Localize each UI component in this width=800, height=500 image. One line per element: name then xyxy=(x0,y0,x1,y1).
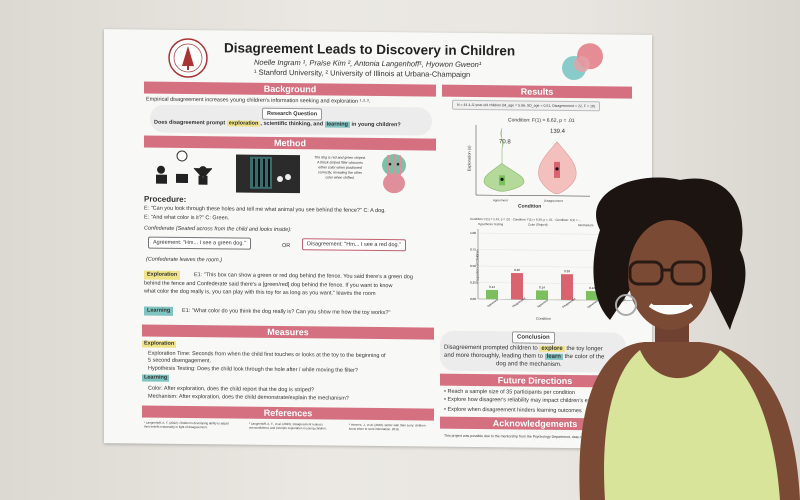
bar-agreement xyxy=(536,290,548,300)
bar-value-label: 0.39 xyxy=(564,269,570,273)
conclusion-label: Conclusion xyxy=(512,331,555,344)
reference-3: ³ Hermes, J., et al. (2016). Better safe… xyxy=(349,422,426,432)
research-question-label: Research Question xyxy=(262,107,323,121)
measures-header: Measures xyxy=(142,324,434,340)
exploration-tag: Exploration xyxy=(144,270,181,280)
procedure-heading: Procedure: xyxy=(144,194,187,204)
participants-figure xyxy=(156,150,212,185)
earring xyxy=(615,294,637,316)
disagreement-box: Disagreement: "Hm... I see a red dog." xyxy=(302,238,407,252)
bar-xlabel: Condition xyxy=(536,316,551,321)
reference-1: ¹ Langenhoff, A. F. (2022). Children's d… xyxy=(144,420,229,430)
smile xyxy=(648,303,694,315)
exploration-text-1: E1: "This box can show a green or red do… xyxy=(194,272,413,281)
procedure-line-1: E: "Can you look through these holes and… xyxy=(144,205,386,215)
sample-description: N = 44 4–5-year-old children (M_age = 5.… xyxy=(452,99,601,112)
reference-2: ² Langenhoff, A. F., et al. (2023). Disa… xyxy=(249,421,327,431)
bar-disagreement xyxy=(561,274,573,301)
measure-exploration-time-cont: 5 second disengagement. xyxy=(148,357,211,365)
poster-affiliations: ¹ Stanford University, ² University of I… xyxy=(254,67,471,79)
stanford-seal-logo xyxy=(168,38,208,78)
bar-xtick: Disagreement xyxy=(512,297,527,308)
toy-box-illustration xyxy=(236,154,300,194)
violin-agreement xyxy=(483,128,525,192)
learning-text: E1: "What color do you think the dog rea… xyxy=(182,307,391,317)
violin-ylabel: Exploration (s) xyxy=(466,145,472,172)
measures-learning-tag: Learning xyxy=(142,374,170,382)
bar-ytick: 0.00 xyxy=(470,297,476,301)
background-header: Background xyxy=(144,81,436,97)
future-item-1: • Reach a sample size of 35 participants… xyxy=(444,388,575,397)
violin-xlabel: Condition xyxy=(518,203,542,210)
bar-value-label: 0.14 xyxy=(589,286,595,290)
learning-tag: Learning xyxy=(144,306,174,316)
or-label: OR xyxy=(282,242,291,250)
bar-agreement xyxy=(586,290,598,301)
results-header: Results xyxy=(442,84,632,99)
bar-value-label: 0.14 xyxy=(489,285,495,289)
conclusion-line-3: dog and the mechanism. xyxy=(496,361,562,368)
references-header: References xyxy=(142,405,434,421)
bar-ytick: 0.75 xyxy=(470,247,476,251)
bar-agreement xyxy=(486,289,498,300)
violin-mean-disagreement: 139.4 xyxy=(550,128,566,135)
bar-xtick: Disagreement xyxy=(562,297,577,308)
exploration-text-3: what color the dog really is, you can pl… xyxy=(144,288,376,297)
measure-mechanism: Mechanism: After exploration, does the c… xyxy=(148,393,349,402)
measure-hypothesis-testing: Hypothesis Testing: Does the child look … xyxy=(148,365,358,374)
poster-title: Disagreement Leads to Discovery in Child… xyxy=(224,40,516,59)
procedure-line-2: E: "And what color is it?" C: Green. xyxy=(144,214,230,222)
glasses xyxy=(628,260,706,286)
confederate-note: Confederate (Seated across from the chil… xyxy=(144,225,292,234)
bar-disagreement xyxy=(511,272,523,300)
violin-mean-agreement: 70.8 xyxy=(499,139,511,146)
bar-ytick: 0.50 xyxy=(470,264,476,268)
bar-ytick: 0.25 xyxy=(470,280,476,284)
person-photo xyxy=(579,177,800,500)
agreement-box: Agreement: "Hm... I see a green dog." xyxy=(148,236,251,250)
striped-dog-illustration xyxy=(382,154,406,194)
bar-xtick: Agreement xyxy=(487,298,499,308)
confederate-leaves: (Confederate leaves the room.) xyxy=(146,256,223,264)
bar-ytick: 1.00 xyxy=(470,231,476,235)
bar-xtick: Agreement xyxy=(587,299,599,309)
bar-ylabel: Proportion of Children xyxy=(475,249,480,284)
violin-xcat-agreement: Agreement xyxy=(493,198,508,203)
bar-value-label: 0.14 xyxy=(539,285,545,289)
bar-value-label: 0.40 xyxy=(514,268,520,272)
face xyxy=(628,220,712,330)
violin-plot xyxy=(475,125,590,197)
lime-top xyxy=(604,350,780,500)
bar-xtick: Agreement xyxy=(537,299,549,309)
dog-caption: The dog is red and green striped. A bloc… xyxy=(314,155,366,180)
lab-logo xyxy=(562,43,603,81)
measures-exploration-tag: Exploration xyxy=(142,340,177,348)
